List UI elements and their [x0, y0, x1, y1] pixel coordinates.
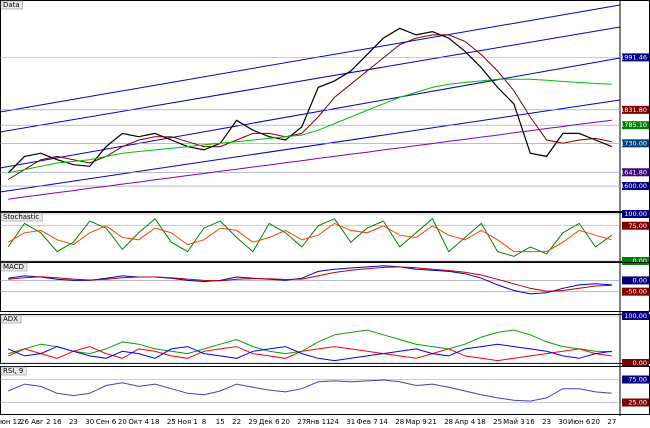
y-tick-label: 1730.00 [620, 139, 647, 147]
y-tick-label: 1991.46 [620, 53, 647, 61]
series-line [8, 346, 612, 362]
tick-box [622, 312, 649, 320]
series-line [7, 27, 613, 174]
y-tick-label: 100.00 [624, 312, 647, 320]
tick-box [622, 182, 649, 191]
series-line [8, 379, 612, 402]
y-tick-label: 1600.00 [620, 182, 647, 190]
y-tick-label: 1831.80 [620, 106, 647, 114]
x-tick-label: 26 [20, 418, 29, 426]
tick-box [622, 121, 649, 130]
x-tick-label: 30 [85, 418, 94, 426]
channel-line [0, 4, 621, 113]
x-tick-label: Июн 12 [0, 418, 22, 426]
y-tick-label: 1785.10 [620, 121, 647, 129]
panel-title: MACD [3, 263, 24, 271]
x-tick-label: 29 [248, 418, 257, 426]
tick-box [622, 375, 649, 384]
series-line [8, 266, 612, 292]
tick-box [622, 105, 649, 114]
tick-box [622, 139, 649, 148]
panel-title-box [0, 262, 28, 272]
x-tick-label: 28 [395, 418, 404, 426]
x-tick-label: 27 [297, 418, 306, 426]
series-line [7, 34, 612, 180]
x-tick-label: 20 [281, 418, 290, 426]
x-tick-label: 23 [542, 418, 551, 426]
x-tick-label: 22 [232, 418, 241, 426]
x-tick-label: 15 [216, 418, 225, 426]
y-tick-label: 0.00 [633, 276, 647, 284]
tick-box [622, 53, 649, 62]
series-line [7, 222, 612, 253]
x-tick-label: 18 [477, 418, 486, 426]
x-tick-label: 20 [591, 418, 600, 426]
x-tick-label: 20 [118, 418, 127, 426]
x-tick-label: Авг 2 [31, 418, 50, 426]
x-tick-label: 16 [526, 418, 535, 426]
x-tick-label: 24 [330, 418, 339, 426]
tick-box [622, 257, 649, 265]
x-tick-label: Янв 11 [306, 418, 331, 426]
x-tick-label: 27 [607, 418, 616, 426]
panel-title-box [0, 314, 22, 324]
x-tick-label: Ноя 1 [177, 418, 197, 426]
series-line [8, 119, 612, 200]
series-line [8, 329, 612, 355]
x-tick-label: Окт 4 [128, 418, 149, 426]
x-tick-label: 14 [379, 418, 388, 426]
x-tick-label: 25 [493, 418, 502, 426]
x-tick-label: 21 [428, 418, 437, 426]
tick-box [622, 168, 649, 177]
tick-box [622, 398, 649, 407]
x-tick-label: 23 [69, 418, 78, 426]
tick-box [622, 210, 649, 218]
tick-box [622, 221, 649, 230]
x-tick-label: Май 3 [503, 418, 525, 426]
x-tick-label: 30 [558, 418, 567, 426]
panel-title: ADX [3, 315, 18, 323]
x-tick-label: Апр 4 [455, 418, 476, 426]
y-tick-label: 25.00 [628, 399, 647, 407]
panel-title-box [0, 366, 27, 376]
series-line [8, 78, 612, 174]
y-tick-label: -50.00 [626, 288, 647, 296]
x-tick-label: Сен 6 [96, 418, 117, 426]
y-tick-label: 75.00 [628, 376, 647, 384]
panel-title: RSI, 9 [3, 367, 23, 375]
x-tick-label: 16 [53, 418, 62, 426]
panel-title-box [0, 0, 23, 10]
channel-line [0, 99, 621, 193]
series-line [8, 343, 612, 362]
y-tick-label: 1641.80 [620, 168, 647, 176]
y-tick-label: 0.00 [633, 359, 647, 367]
x-tick-label: Мар 9 [405, 418, 426, 426]
panel-title: Data [3, 1, 20, 9]
y-tick-label: 100.00 [624, 210, 647, 218]
tick-box [622, 359, 649, 367]
x-tick-label: Июн 6 [568, 418, 591, 426]
y-tick-label: 75.00 [628, 222, 647, 230]
x-tick-label: Дек 6 [259, 418, 280, 426]
channel-line [0, 26, 621, 133]
x-tick-label: 25 [167, 418, 176, 426]
panel-title: Stochastic [3, 213, 39, 221]
tick-box [622, 276, 649, 285]
tick-box [622, 287, 649, 296]
series-line [8, 265, 612, 295]
x-tick-label: 28 [444, 418, 453, 426]
x-tick-label: 18 [151, 418, 160, 426]
x-tick-label: 31 [346, 418, 355, 426]
y-tick-label: 0.00 [633, 257, 647, 265]
x-tick-label: Фев 7 [357, 418, 378, 426]
x-tick-label: 8 [202, 418, 206, 426]
series-line [7, 217, 613, 257]
panel-title-box [0, 212, 43, 222]
